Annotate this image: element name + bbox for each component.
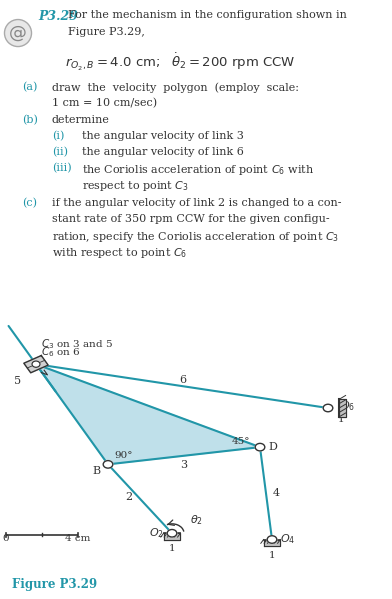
Text: 3: 3 bbox=[180, 459, 187, 470]
Text: $O_6$: $O_6$ bbox=[340, 400, 355, 413]
Circle shape bbox=[267, 536, 277, 543]
Text: the angular velocity of link 6: the angular velocity of link 6 bbox=[82, 147, 244, 157]
Text: P3.29: P3.29 bbox=[38, 10, 78, 23]
Bar bbox=[339, 400, 347, 417]
Text: 1: 1 bbox=[169, 544, 175, 553]
Text: 0: 0 bbox=[3, 534, 9, 543]
Circle shape bbox=[103, 461, 113, 468]
Text: draw  the  velocity  polygon  (employ  scale:: draw the velocity polygon (employ scale: bbox=[52, 82, 299, 93]
Bar bbox=[263, 540, 280, 546]
Text: $C_3$ on 3 and 5: $C_3$ on 3 and 5 bbox=[41, 337, 113, 351]
Text: $r_{O_2,B}$$ = 4.0\ \mathrm{cm};\ \ \dot{\theta}_2 = 200\ \mathrm{rpm\ CCW}$: $r_{O_2,B}$$ = 4.0\ \mathrm{cm};\ \ \dot… bbox=[65, 52, 296, 73]
Text: if the angular velocity of link 2 is changed to a con-: if the angular velocity of link 2 is cha… bbox=[52, 198, 341, 208]
Text: ration, specify the Coriolis acceleration of point $C_3$: ration, specify the Coriolis acceleratio… bbox=[52, 230, 339, 244]
Text: determine: determine bbox=[52, 115, 110, 125]
Circle shape bbox=[255, 443, 265, 451]
Text: 2: 2 bbox=[125, 492, 132, 502]
Circle shape bbox=[323, 404, 333, 412]
Text: Figure P3.29,: Figure P3.29, bbox=[68, 27, 145, 37]
Text: 90°: 90° bbox=[114, 451, 132, 460]
Text: 1: 1 bbox=[269, 550, 275, 559]
Text: 45°: 45° bbox=[232, 437, 250, 446]
Text: (iii): (iii) bbox=[52, 163, 72, 174]
Bar bbox=[163, 533, 180, 540]
Text: D: D bbox=[268, 441, 277, 452]
Text: 4: 4 bbox=[272, 488, 279, 498]
Text: 5: 5 bbox=[15, 376, 22, 386]
Text: 4 cm: 4 cm bbox=[65, 534, 91, 543]
Text: with respect to point $C_6$: with respect to point $C_6$ bbox=[52, 246, 187, 261]
Text: $O_2$: $O_2$ bbox=[149, 526, 164, 540]
Text: 1: 1 bbox=[338, 415, 344, 425]
Text: $O_4$: $O_4$ bbox=[280, 532, 295, 546]
Text: $\theta_2$: $\theta_2$ bbox=[189, 513, 203, 527]
Polygon shape bbox=[24, 356, 48, 373]
Text: 1 cm = 10 cm/sec): 1 cm = 10 cm/sec) bbox=[52, 98, 157, 108]
Text: 6: 6 bbox=[179, 376, 186, 385]
Circle shape bbox=[32, 361, 40, 367]
Text: the Coriolis acceleration of point $C_6$ with: the Coriolis acceleration of point $C_6$… bbox=[82, 163, 314, 177]
Polygon shape bbox=[36, 364, 260, 464]
Text: the angular velocity of link 3: the angular velocity of link 3 bbox=[82, 131, 244, 141]
Text: @: @ bbox=[9, 24, 27, 42]
Text: Figure P3.29: Figure P3.29 bbox=[12, 578, 97, 591]
Text: For the mechanism in the configuration shown in: For the mechanism in the configuration s… bbox=[68, 10, 347, 20]
Text: (c): (c) bbox=[22, 198, 37, 208]
Circle shape bbox=[167, 530, 177, 537]
Text: (b): (b) bbox=[22, 115, 38, 125]
Text: (ii): (ii) bbox=[52, 147, 68, 158]
Text: stant rate of 350 rpm CCW for the given configu-: stant rate of 350 rpm CCW for the given … bbox=[52, 214, 330, 224]
Text: (i): (i) bbox=[52, 131, 64, 141]
Text: $C_6$ on 6: $C_6$ on 6 bbox=[41, 345, 80, 359]
Text: B: B bbox=[93, 466, 101, 476]
Text: (a): (a) bbox=[22, 82, 37, 92]
Text: respect to point $C_3$: respect to point $C_3$ bbox=[82, 179, 189, 193]
